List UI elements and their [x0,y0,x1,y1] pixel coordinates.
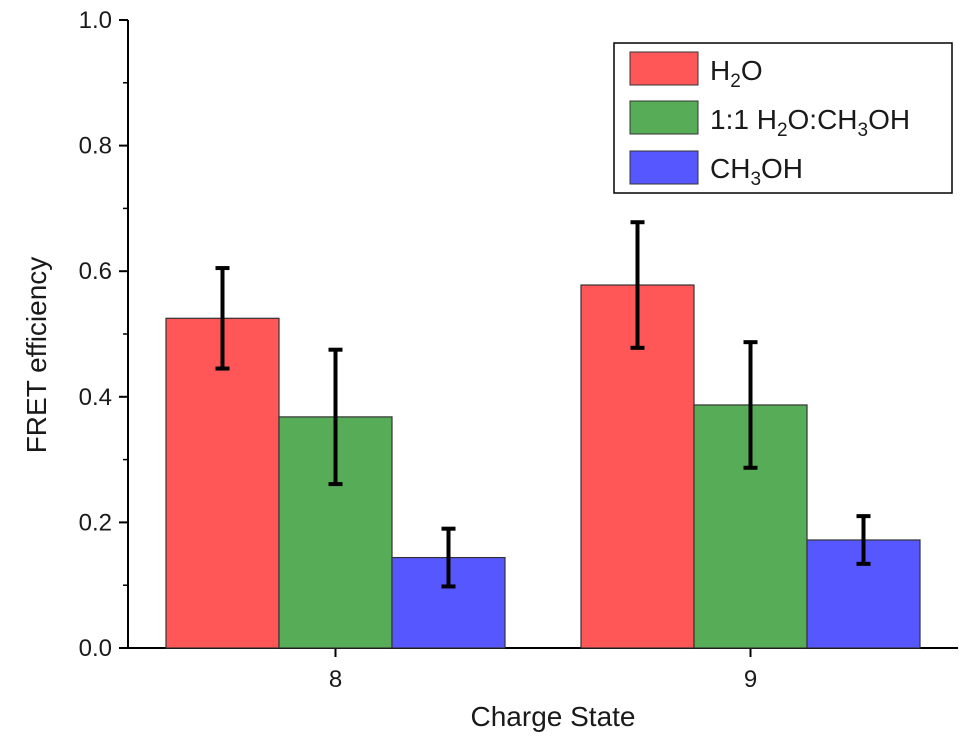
y-tick-label: 0.8 [79,133,112,160]
y-tick-label: 0.4 [79,384,112,411]
legend-swatch-h2o [629,51,699,86]
y-axis-ticks: 0.0 0.2 0.4 0.6 0.8 1.0 [79,7,128,662]
legend-swatch-ch3oh [629,150,699,185]
x-axis-title: Charge State [471,701,636,732]
legend-swatch-mixed [629,100,699,135]
y-tick-label: 1.0 [79,7,112,34]
y-tick-label: 0.2 [79,509,112,536]
y-tick-label: 0.0 [79,635,112,662]
bar-h2o-8 [165,317,280,649]
y-axis-title: FRET efficiency [21,257,52,454]
legend-label-mixed: 1:1 H2O:CH3OH [710,104,910,141]
x-tick-label: 8 [329,666,342,693]
error-bars [215,220,871,589]
x-tick-label: 9 [744,666,757,693]
legend: H2O 1:1 H2O:CH3OH CH3OH [613,42,953,194]
bars [165,284,921,649]
y-tick-label: 0.6 [79,258,112,285]
